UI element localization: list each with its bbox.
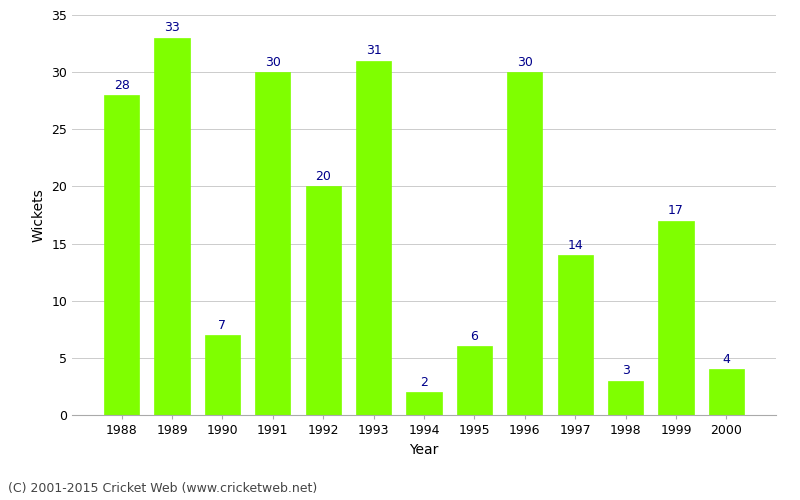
Text: 3: 3 — [622, 364, 630, 378]
Text: 30: 30 — [265, 56, 281, 68]
Bar — [457, 346, 492, 415]
Bar — [507, 72, 542, 415]
Bar — [154, 38, 190, 415]
Bar — [104, 95, 139, 415]
Bar — [558, 255, 593, 415]
Text: 7: 7 — [218, 318, 226, 332]
Text: 4: 4 — [722, 353, 730, 366]
Text: (C) 2001-2015 Cricket Web (www.cricketweb.net): (C) 2001-2015 Cricket Web (www.cricketwe… — [8, 482, 318, 495]
Text: 2: 2 — [420, 376, 428, 388]
Bar — [709, 370, 744, 415]
Bar — [306, 186, 341, 415]
Bar — [658, 220, 694, 415]
Text: 20: 20 — [315, 170, 331, 183]
Text: 28: 28 — [114, 78, 130, 92]
Text: 31: 31 — [366, 44, 382, 58]
Text: 17: 17 — [668, 204, 684, 218]
Bar — [406, 392, 442, 415]
Bar — [205, 335, 240, 415]
Text: 30: 30 — [517, 56, 533, 68]
Y-axis label: Wickets: Wickets — [32, 188, 46, 242]
Text: 6: 6 — [470, 330, 478, 343]
Text: 14: 14 — [567, 238, 583, 252]
Bar — [255, 72, 290, 415]
Text: 33: 33 — [164, 22, 180, 35]
X-axis label: Year: Year — [410, 442, 438, 456]
Bar — [608, 380, 643, 415]
Bar — [356, 60, 391, 415]
